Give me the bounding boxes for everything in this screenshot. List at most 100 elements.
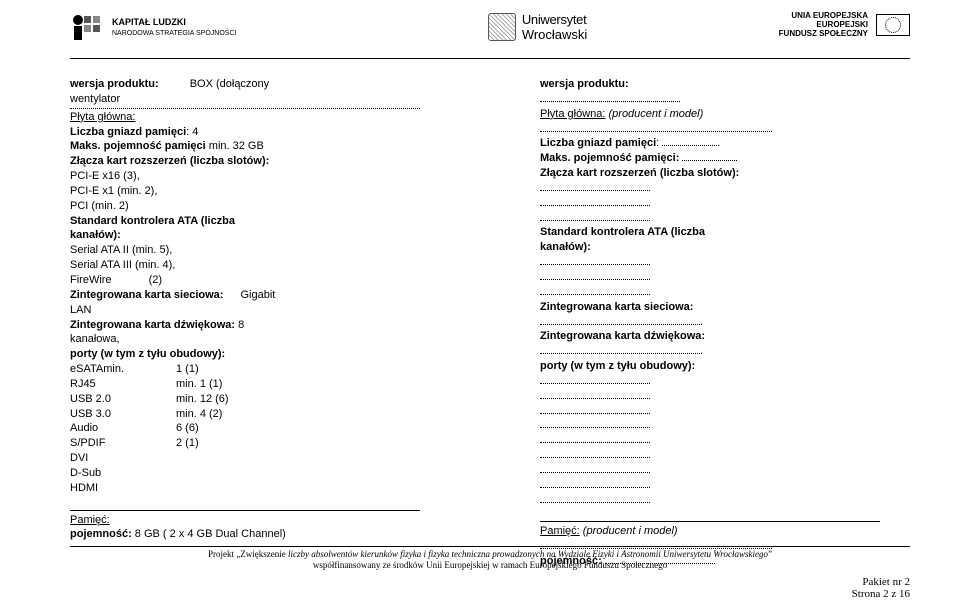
l-lan: LAN xyxy=(70,303,420,318)
l-fw: FireWire xyxy=(70,274,112,286)
columns: wersja produktu: BOX (dołączony wentylat… xyxy=(70,77,910,569)
dots xyxy=(540,212,650,221)
dots xyxy=(540,434,650,443)
port-name: USB 3.0 xyxy=(70,407,140,422)
r-maks: Maks. pojemność pamięci: xyxy=(540,152,679,164)
r-siec: Zintegrowana karta sieciowa: xyxy=(540,300,880,315)
hr-pamiec xyxy=(70,510,420,511)
l-liczba-v: : 4 xyxy=(186,126,198,138)
port-val: 6 (6) xyxy=(176,421,199,436)
port-name: D-Sub xyxy=(70,466,140,481)
header-left-title: KAPITAŁ LUDZKI xyxy=(112,18,236,28)
logo-uni: Uniwersytet Wrocławski xyxy=(488,12,588,42)
r-std-a: Standard kontrolera ATA (liczba xyxy=(540,225,880,240)
dots xyxy=(540,316,700,325)
r-dzw: Zintegrowana karta dźwiękowa: xyxy=(540,329,880,344)
dots xyxy=(540,464,650,473)
l-wersja: wersja produktu: xyxy=(70,78,159,90)
header: KAPITAŁ LUDZKI NARODOWA STRATEGIA SPÓJNO… xyxy=(70,12,910,48)
dots xyxy=(540,123,770,132)
dots xyxy=(540,405,650,414)
l-zlacza: Złącza kart rozszerzeń (liczba slotów): xyxy=(70,154,420,169)
port-val: min. 4 (2) xyxy=(176,407,222,422)
dots xyxy=(540,182,650,191)
port-row: USB 3.0 min. 4 (2) xyxy=(70,407,420,422)
ft-a: Projekt „Zwiększenie xyxy=(208,549,288,559)
port-name: HDMI xyxy=(70,481,140,496)
r-pamiec-i: (producent i model) xyxy=(580,525,678,537)
port-name: USB 2.0 xyxy=(70,392,140,407)
port-row: eSATAmin.1 (1) xyxy=(70,362,420,377)
pn2: Strona 2 z 16 xyxy=(852,588,910,600)
port-name: Audio xyxy=(70,421,140,436)
l-pci: PCI (min. 2) xyxy=(70,199,420,214)
hr-r-pamiec xyxy=(540,521,880,522)
dots xyxy=(682,152,737,161)
dots xyxy=(540,390,650,399)
uni1: Uniwersytet xyxy=(522,12,587,27)
port-val: 2 (1) xyxy=(176,436,199,451)
l-kan: kanałowa, xyxy=(70,332,420,347)
ports-list: eSATAmin.1 (1)RJ45min. 1 (1)USB 2.0 min. … xyxy=(70,362,420,496)
dots xyxy=(540,93,680,102)
r-porty: porty (w tym z tyłu obudowy): xyxy=(540,359,880,374)
human-icon xyxy=(70,12,104,44)
l-std-a: Standard kontrolera ATA (liczba xyxy=(70,214,420,229)
port-row: D-Sub xyxy=(70,466,420,481)
port-row: S/PDIF 2 (1) xyxy=(70,436,420,451)
l-poj-v: 8 GB ( 2 x 4 GB Dual Channel) xyxy=(132,528,286,540)
port-row: USB 2.0 min. 12 (6) xyxy=(70,392,420,407)
dots xyxy=(540,271,650,280)
l-fw2: (2) xyxy=(149,274,162,286)
r-plyta: Płyta główna: xyxy=(540,108,605,120)
l-maks: Maks. pojemność pamięci xyxy=(70,140,206,152)
dots xyxy=(540,197,650,206)
dots xyxy=(540,419,650,428)
footer: Projekt „Zwiększenie liczby absolwentów … xyxy=(70,546,910,572)
port-val: 1 (1) xyxy=(176,362,199,377)
l-pamiec: Pamięć: xyxy=(70,514,110,526)
l-std-b: kanałów): xyxy=(70,228,420,243)
r-wersja: wersja produktu: xyxy=(540,77,880,92)
l-sata2: Serial ATA II (min. 5), xyxy=(70,243,420,258)
l-plyta: Płyta główna: xyxy=(70,111,135,123)
port-row: HDMI xyxy=(70,481,420,496)
l-box: BOX (dołączony xyxy=(190,78,269,90)
port-val: min. 12 (6) xyxy=(176,392,229,407)
port-name: S/PDIF xyxy=(70,436,140,451)
ft-c: ” xyxy=(768,549,772,559)
l-siec: Zintegrowana karta sieciowa: xyxy=(70,289,223,301)
header-rule xyxy=(70,58,910,59)
ft-2: współfinansowany ze środków Unii Europej… xyxy=(313,560,667,570)
ft-b: liczby absolwentów kierunków fizyka i fi… xyxy=(288,549,768,559)
l-dzw: Zintegrowana karta dźwiękowa: xyxy=(70,319,235,331)
port-name: DVI xyxy=(70,451,140,466)
r-std-b: kanałów): xyxy=(540,240,880,255)
r-pamiec: Pamięć: xyxy=(540,525,580,537)
dots xyxy=(540,375,650,384)
l-porty: porty (w tym z tyłu obudowy): xyxy=(70,347,420,362)
footer-text: Projekt „Zwiększenie liczby absolwentów … xyxy=(70,549,910,572)
l-wentylator: wentylator xyxy=(70,92,420,107)
eu-l3: FUNDUSZ SPOŁECZNY xyxy=(779,30,868,39)
dots xyxy=(540,256,650,265)
dots xyxy=(70,108,420,109)
dots xyxy=(662,137,717,146)
l-poj: pojemność: xyxy=(70,528,132,540)
port-val: min. 1 (1) xyxy=(176,377,222,392)
logo-eu: UNIA EUROPEJSKA EUROPEJSKI FUNDUSZ SPOŁE… xyxy=(779,12,910,38)
dots xyxy=(540,479,650,488)
dots xyxy=(540,286,650,295)
l-sata3: Serial ATA III (min. 4), xyxy=(70,258,420,273)
eu-flag-icon xyxy=(876,14,910,36)
port-row: Audio 6 (6) xyxy=(70,421,420,436)
l-liczba: Liczba gniazd pamięci xyxy=(70,126,186,138)
r-liczba: Liczba gniazd pamięci xyxy=(540,137,656,149)
right-column: wersja produktu: Płyta główna: (producen… xyxy=(540,77,880,569)
dots xyxy=(540,345,700,354)
port-row: RJ45min. 1 (1) xyxy=(70,377,420,392)
l-gig: Gigabit xyxy=(241,289,276,301)
left-column: wersja produktu: BOX (dołączony wentylat… xyxy=(70,77,420,569)
r-zlacza: Złącza kart rozszerzeń (liczba slotów): xyxy=(540,166,880,181)
l-dzw-v: 8 xyxy=(235,319,244,331)
